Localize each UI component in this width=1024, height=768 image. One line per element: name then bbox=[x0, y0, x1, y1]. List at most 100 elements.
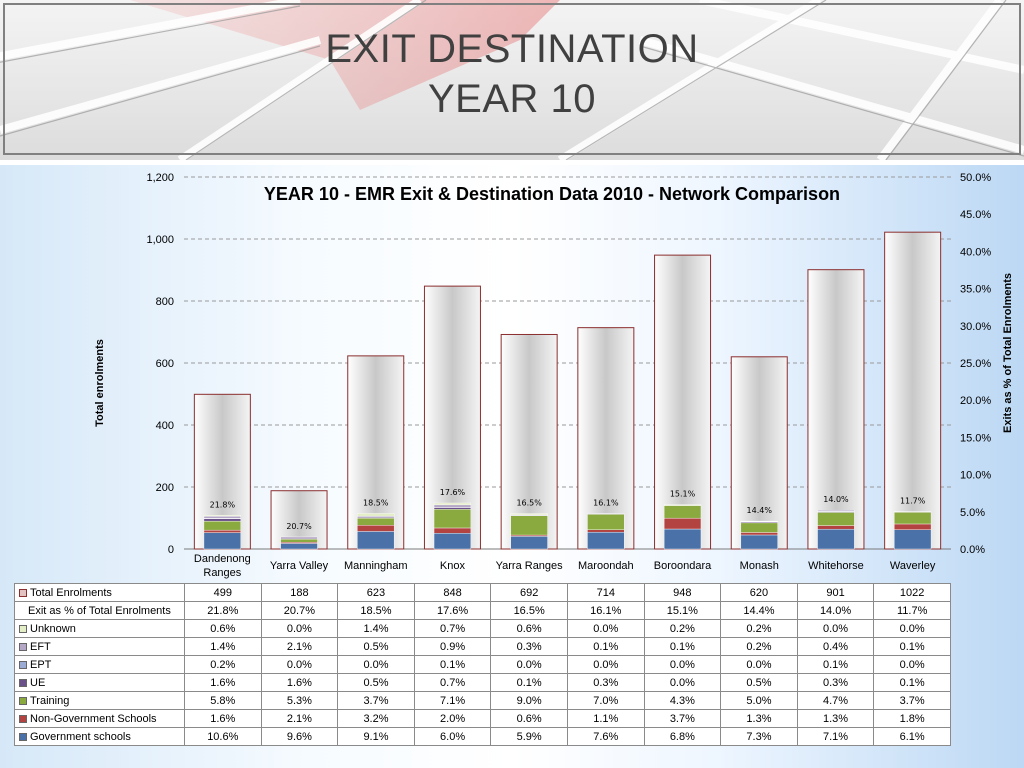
legend-swatch bbox=[19, 588, 27, 597]
table-cell: 16.1% bbox=[566, 601, 645, 620]
segment-eft bbox=[280, 536, 318, 539]
table-cell: 0.1% bbox=[566, 637, 645, 656]
table-cell: 10.6% bbox=[184, 727, 262, 746]
table-cell: 620 bbox=[720, 583, 798, 602]
segment-training bbox=[663, 505, 702, 519]
segment-unknown bbox=[510, 513, 548, 516]
category-label: Yarra Valley bbox=[270, 560, 329, 572]
table-cell: 3.7% bbox=[873, 691, 951, 710]
table-cell: 0.3% bbox=[566, 673, 645, 692]
category-label: Knox bbox=[440, 560, 466, 572]
table-cell: 7.3% bbox=[720, 727, 798, 746]
y2-tick-label: 35.0% bbox=[960, 284, 991, 296]
table-cell: 7.1% bbox=[413, 691, 492, 710]
table-cell: 0.7% bbox=[413, 619, 492, 638]
y2-tick-label: 45.0% bbox=[960, 209, 991, 221]
table-cell: 9.6% bbox=[260, 727, 339, 746]
segment-ue bbox=[433, 507, 472, 510]
table-cell: 0.0% bbox=[260, 655, 339, 674]
table-cell: 2.1% bbox=[260, 637, 339, 656]
table-cell: 5.8% bbox=[184, 691, 262, 710]
table-row-ept: EPT 0.2% 0.0% 0.0% 0.1% 0.0% 0.0% 0.0% 0.0% 0.1% 0… bbox=[14, 655, 951, 674]
table-cell: 4.3% bbox=[643, 691, 722, 710]
segment-government bbox=[357, 531, 395, 550]
y-tick-label: 1,000 bbox=[146, 234, 174, 246]
table-cell: 0.3% bbox=[490, 637, 568, 656]
row-label: Government schools bbox=[30, 730, 131, 743]
table-cell: 0.0% bbox=[260, 619, 339, 638]
table-cell: 1022 bbox=[873, 583, 951, 602]
table-cell: 0.2% bbox=[643, 619, 722, 638]
segment-training bbox=[203, 520, 241, 531]
table-cell: 9.1% bbox=[337, 727, 415, 746]
table-cell: 0.9% bbox=[413, 637, 492, 656]
category-label: Whitehorse bbox=[808, 560, 864, 572]
table-row-training: Training 5.8% 5.3% 3.7% 7.1% 9.0% 7.0% 4.3% 5.0%… bbox=[14, 691, 951, 710]
legend-swatch bbox=[19, 714, 27, 723]
table-cell: 1.4% bbox=[337, 619, 415, 638]
row-header: Training bbox=[14, 691, 185, 710]
segment-government bbox=[817, 528, 855, 550]
legend-swatch bbox=[19, 678, 27, 687]
row-label: UE bbox=[30, 676, 46, 689]
table-cell: 0.1% bbox=[796, 655, 875, 674]
row-header: Total Enrolments bbox=[14, 583, 185, 602]
table-cell: 2.0% bbox=[413, 709, 492, 728]
segment-eft bbox=[817, 509, 855, 512]
table-cell: 3.7% bbox=[643, 709, 722, 728]
data-table: Total Enrolments 499 188 623 848 692 714 948 620… bbox=[14, 583, 951, 746]
table-cell: 6.8% bbox=[643, 727, 722, 746]
title-banner: EXIT DESTINATION YEAR 10 bbox=[0, 0, 1024, 160]
segment-training bbox=[587, 514, 625, 530]
table-cell: 15.1% bbox=[643, 601, 722, 620]
table-cell: 3.2% bbox=[337, 709, 415, 728]
chart-title: YEAR 10 - EMR Exit & Destination Data 20… bbox=[264, 184, 840, 204]
table-cell: 0.5% bbox=[337, 673, 415, 692]
total-enrolments-bar bbox=[500, 333, 558, 550]
table-row-ue: UE 1.6% 1.6% 0.5% 0.7% 0.1% 0.3% 0.0% 0.5% 0.3% 0.… bbox=[14, 673, 951, 692]
table-cell: 7.1% bbox=[796, 727, 875, 746]
y2-tick-label: 30.0% bbox=[960, 321, 991, 333]
segment-non_government bbox=[357, 525, 395, 532]
segment-non_government bbox=[894, 523, 932, 530]
segment-unknown bbox=[203, 515, 241, 517]
banner-decoration bbox=[0, 0, 1024, 160]
row-label: Exit as % of Total Enrolments bbox=[28, 604, 171, 617]
table-cell: 9.0% bbox=[490, 691, 568, 710]
table-cell: 0.0% bbox=[873, 619, 951, 638]
segment-training bbox=[357, 517, 395, 526]
row-header: Government schools bbox=[14, 727, 185, 746]
table-row-non_government: Non-Government Schools 1.6% 2.1% 3.2% 2.0% 0.… bbox=[14, 709, 951, 728]
row-label: Unknown bbox=[30, 622, 76, 635]
table-cell: 1.4% bbox=[184, 637, 262, 656]
segment-eft bbox=[433, 504, 472, 508]
segment-government bbox=[587, 531, 625, 550]
segment-government bbox=[894, 529, 932, 550]
exit-pct-label: 11.7% bbox=[900, 497, 926, 506]
table-cell: 16.5% bbox=[490, 601, 568, 620]
row-label: Training bbox=[30, 694, 70, 707]
total-enrolments-bar bbox=[884, 231, 942, 550]
segment-non_government bbox=[663, 517, 702, 530]
stacked-bar-chart: 21.8% 20.7% 18.5% 17.6% 16.5% 16.1% 15.1% 14.4%… bbox=[94, 172, 1014, 579]
row-label: EPT bbox=[30, 658, 52, 671]
legend-swatch bbox=[19, 732, 27, 741]
table-cell: 18.5% bbox=[337, 601, 415, 620]
row-label: EFT bbox=[30, 640, 51, 653]
legend-swatch bbox=[19, 624, 27, 633]
y-tick-label: 800 bbox=[156, 296, 174, 308]
segment-training bbox=[510, 515, 548, 536]
row-header: Non-Government Schools bbox=[14, 709, 185, 728]
table-cell: 6.1% bbox=[873, 727, 951, 746]
exit-pct-label: 16.1% bbox=[593, 498, 619, 507]
table-cell: 20.7% bbox=[260, 601, 339, 620]
segment-training bbox=[894, 512, 932, 525]
table-cell: 0.1% bbox=[873, 637, 951, 656]
segment-eft bbox=[203, 516, 241, 519]
segment-unknown bbox=[663, 504, 702, 506]
table-cell: 0.0% bbox=[643, 673, 722, 692]
row-header: Exit as % of Total Enrolments bbox=[14, 601, 185, 620]
table-cell: 0.0% bbox=[643, 655, 722, 674]
table-cell: 4.7% bbox=[796, 691, 875, 710]
table-cell: 0.6% bbox=[184, 619, 262, 638]
